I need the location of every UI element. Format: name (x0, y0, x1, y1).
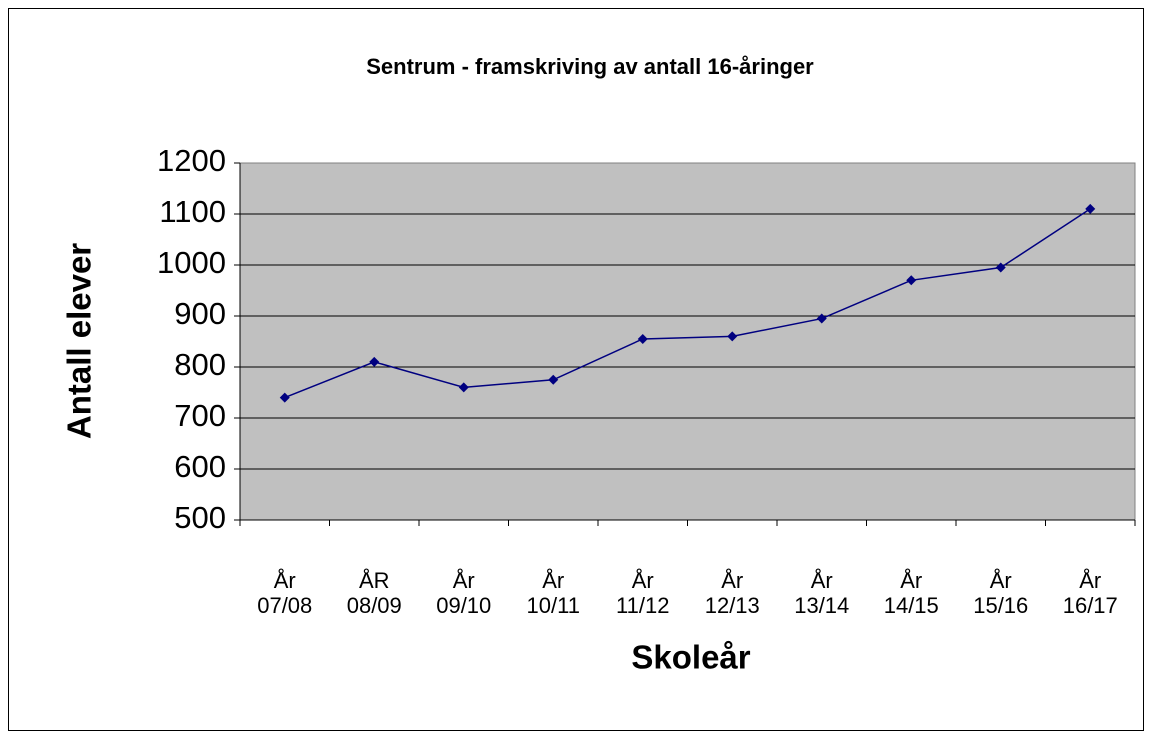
x-tick-label: År 13/14 (794, 568, 849, 618)
data-point (995, 262, 1006, 273)
y-tick-label: 1100 (159, 194, 226, 229)
y-tick-label: 600 (174, 449, 226, 484)
data-point (1085, 203, 1096, 214)
x-axis-title: Skoleår (631, 639, 750, 676)
x-tick-label: År 07/08 (257, 568, 312, 618)
x-tick-label: År 11/12 (616, 568, 669, 618)
data-point (816, 313, 827, 324)
x-tick-label: År 16/17 (1063, 568, 1118, 618)
y-tick-label: 900 (174, 296, 226, 331)
x-tick-label: År 09/10 (436, 568, 491, 618)
y-tick-label: 500 (174, 500, 226, 535)
data-point (369, 356, 380, 367)
y-tick-label: 1200 (157, 143, 226, 178)
data-point (727, 331, 738, 342)
x-tick-label: År 12/13 (705, 568, 760, 618)
x-tick-label: ÅR 08/09 (347, 568, 402, 618)
x-tick-label: År 15/16 (973, 568, 1028, 618)
x-tick-label: År 14/15 (884, 568, 939, 618)
chart-title: Sentrum - framskriving av antall 16-årin… (366, 54, 814, 79)
data-point (906, 275, 917, 286)
plot-area (239, 162, 1136, 521)
data-point (548, 374, 559, 385)
y-axis-title: Antall elever (61, 243, 98, 439)
y-tick-label: 700 (174, 398, 226, 433)
x-tick-label: År 10/11 (527, 568, 580, 618)
y-tick-label: 1000 (157, 245, 226, 280)
data-point (279, 392, 290, 403)
series-line (284, 208, 1091, 399)
data-point (458, 382, 469, 393)
y-tick-label: 800 (174, 347, 226, 382)
data-point (637, 333, 648, 344)
